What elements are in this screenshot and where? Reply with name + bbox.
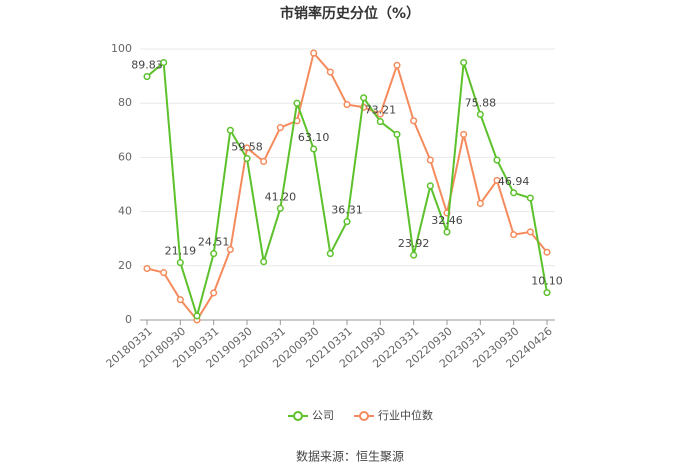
point <box>526 194 534 202</box>
legend-label: 行业中位数 <box>378 408 433 422</box>
legend-marker <box>293 411 303 421</box>
point <box>393 61 401 69</box>
point <box>343 218 351 226</box>
point <box>410 251 418 259</box>
point <box>276 124 284 132</box>
point <box>476 110 484 118</box>
data-label: 75.88 <box>465 96 497 109</box>
point <box>510 231 518 239</box>
legend-label: 公司 <box>312 409 334 422</box>
point <box>243 154 251 163</box>
point <box>443 228 451 236</box>
point <box>510 189 518 197</box>
point <box>460 130 468 138</box>
point <box>160 59 168 67</box>
point <box>543 289 551 297</box>
point <box>210 250 218 258</box>
point <box>493 156 501 164</box>
chart-title: 市销率历史分位（%） <box>280 5 420 22</box>
data-label: 36.31 <box>331 204 363 217</box>
data-label: 46.94 <box>498 175 530 188</box>
data-label: 41.20 <box>265 190 297 203</box>
point <box>260 157 268 166</box>
point <box>176 296 184 304</box>
point <box>493 176 501 184</box>
source: 数据来源：恒生聚源 <box>296 449 404 464</box>
data-label: 89.83 <box>131 59 163 72</box>
point <box>160 269 168 277</box>
point <box>460 59 468 67</box>
point <box>360 94 368 102</box>
point <box>326 250 334 258</box>
data-label: 73.21 <box>365 104 397 117</box>
point <box>343 101 351 109</box>
data-label: 10.10 <box>531 275 563 288</box>
legend-marker <box>359 411 369 421</box>
point <box>543 248 551 256</box>
point <box>426 182 434 190</box>
point <box>326 68 334 76</box>
point <box>293 99 301 107</box>
y-tick-label: 40 <box>118 205 132 218</box>
point <box>310 145 318 153</box>
data-label: 21.19 <box>165 245 197 258</box>
y-tick-label: 100 <box>111 42 132 55</box>
point <box>376 110 384 118</box>
point <box>193 312 201 320</box>
point <box>176 259 184 267</box>
point <box>143 73 151 81</box>
point <box>260 258 268 266</box>
data-label: 24.51 <box>198 236 230 249</box>
point <box>226 245 234 254</box>
point <box>310 49 318 57</box>
y-tick-label: 0 <box>125 313 132 326</box>
point <box>426 156 434 164</box>
point <box>410 117 418 125</box>
point <box>393 130 401 138</box>
point <box>476 199 484 208</box>
data-label: 63.10 <box>298 131 330 144</box>
y-tick-label: 20 <box>118 259 132 272</box>
point <box>143 264 151 273</box>
y-tick-label: 60 <box>118 150 132 163</box>
point <box>243 144 251 152</box>
point <box>376 118 384 126</box>
point <box>526 228 534 236</box>
y-tick-label: 80 <box>118 96 132 109</box>
point <box>210 289 218 297</box>
point <box>276 204 284 212</box>
point <box>226 126 234 134</box>
data-label: 59.58 <box>231 141 263 154</box>
data-label: 23.92 <box>398 237 430 250</box>
data-label: 32.46 <box>431 214 463 227</box>
